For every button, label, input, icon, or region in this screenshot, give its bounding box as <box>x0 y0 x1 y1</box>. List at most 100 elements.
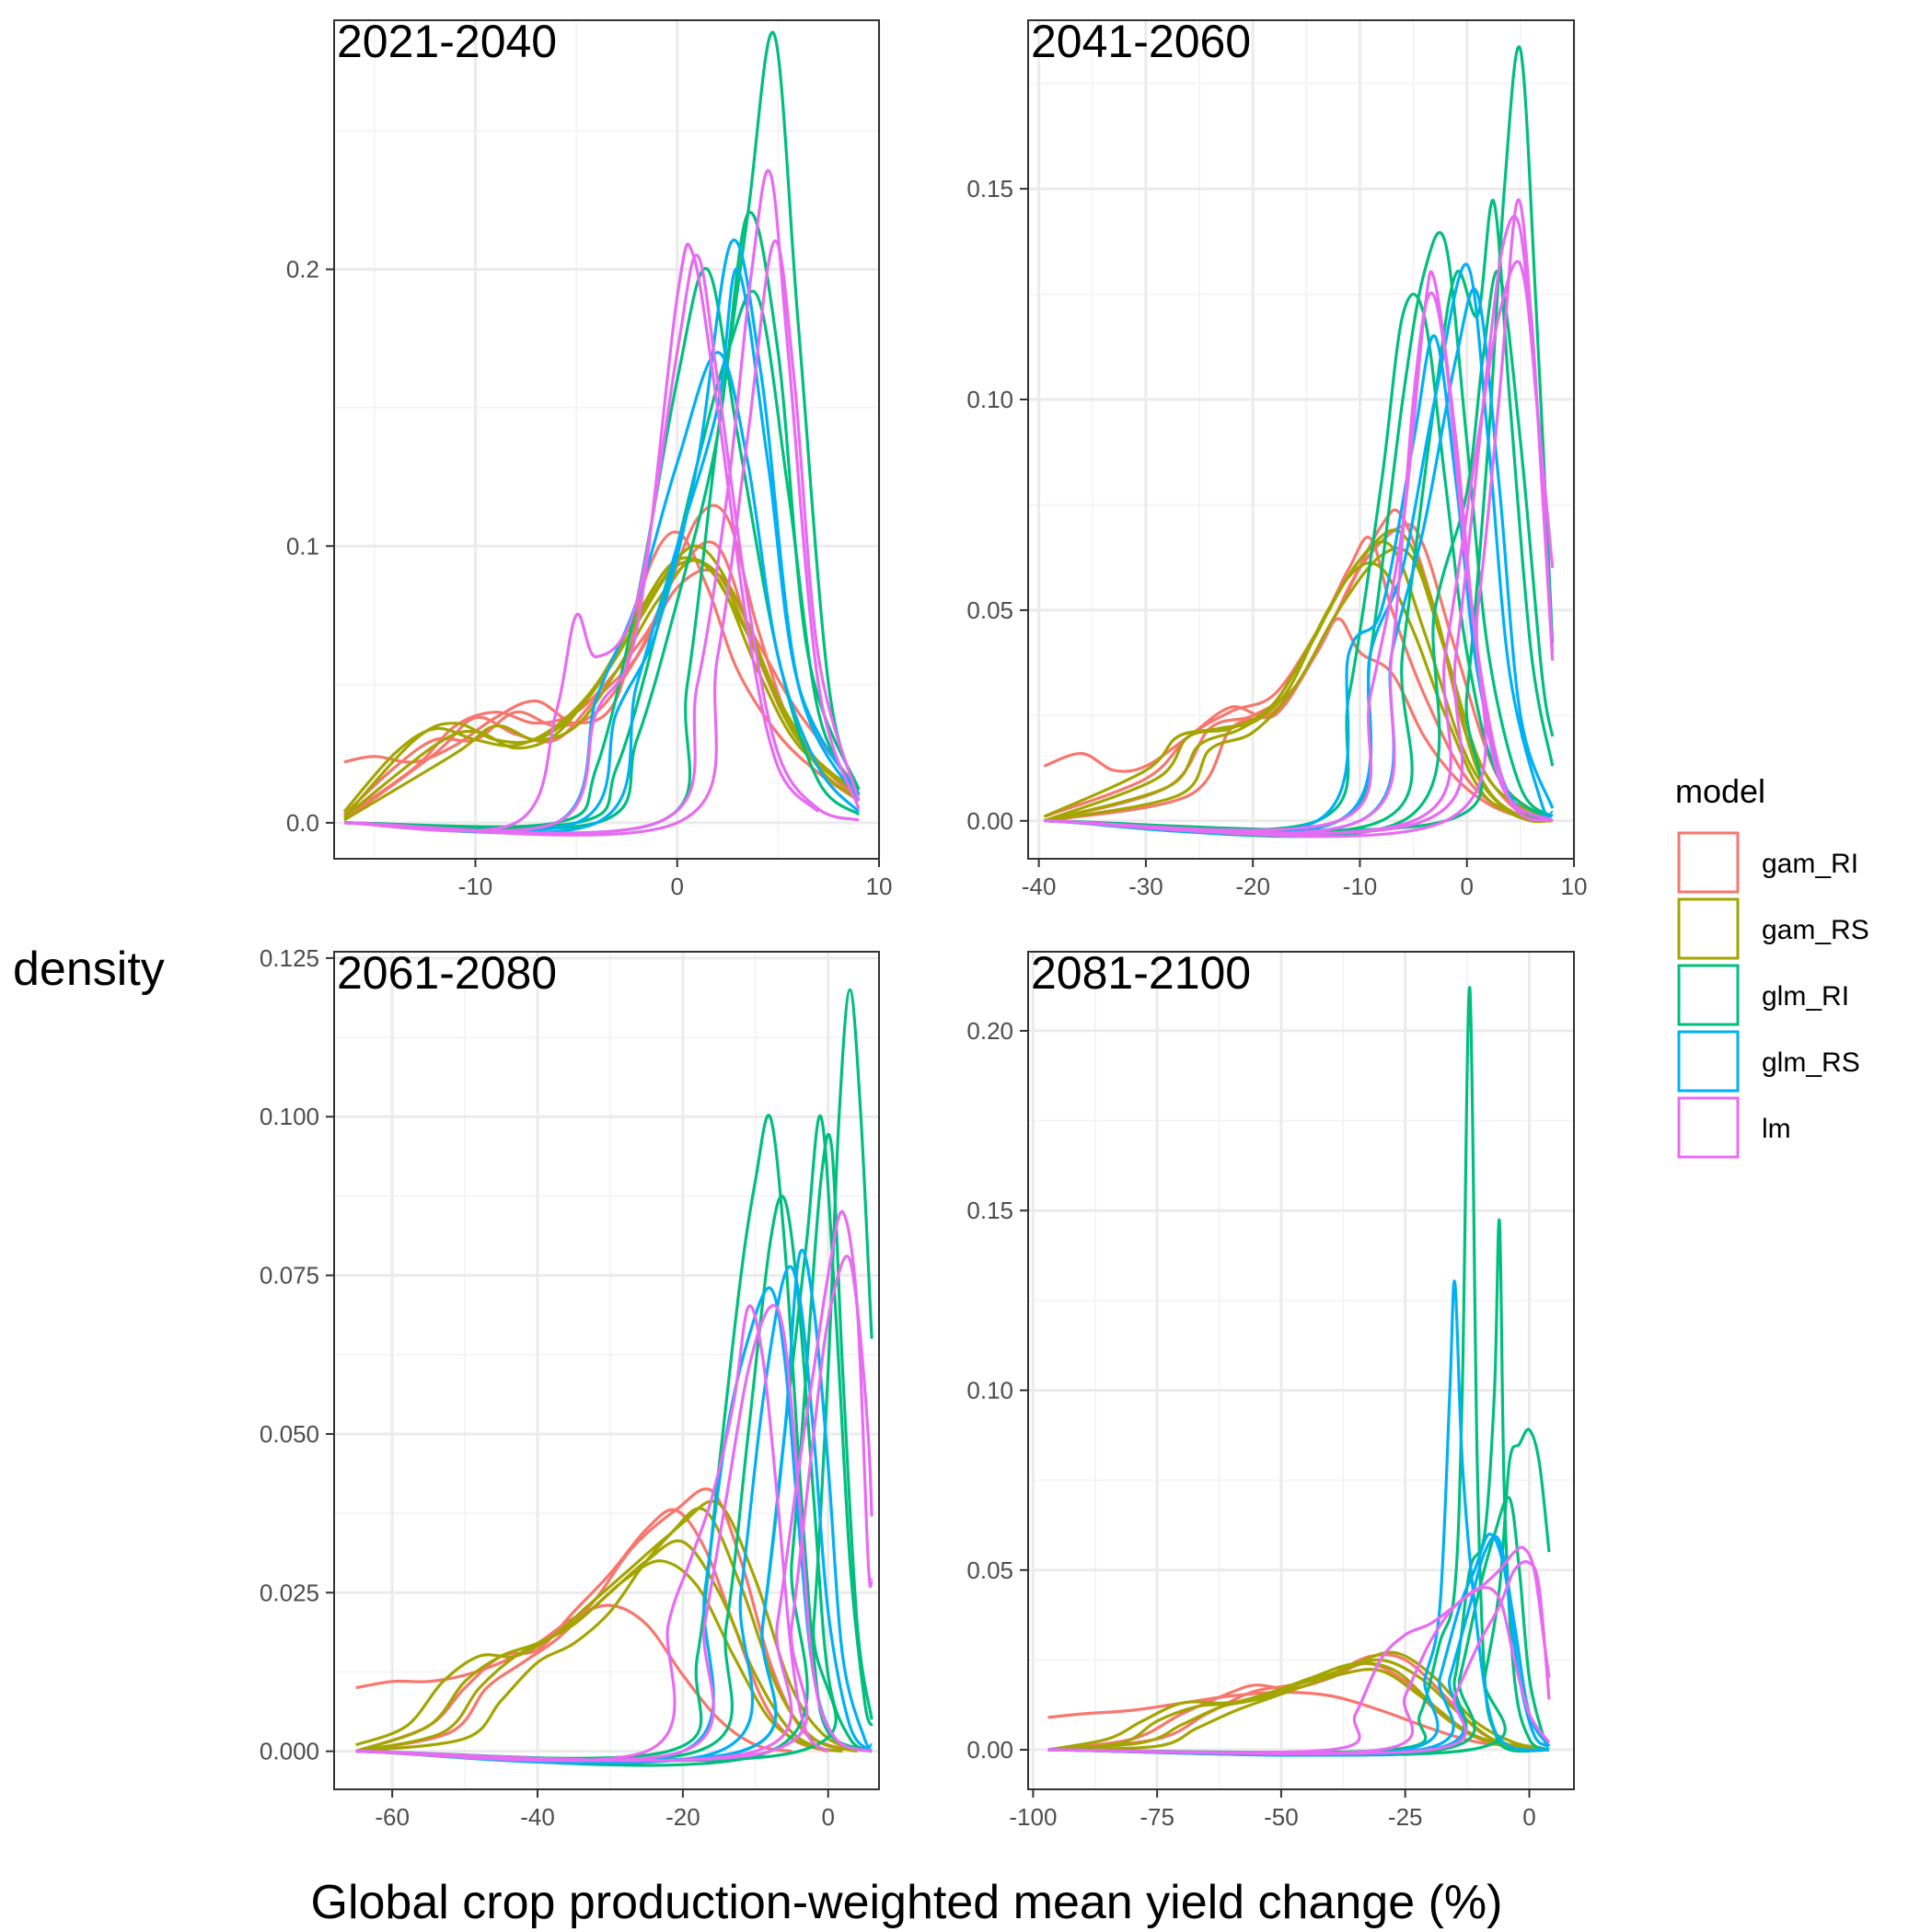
density-line-gam_RS <box>355 1539 829 1753</box>
density-line-gam_RS <box>355 1499 873 1753</box>
density-line-lm <box>343 253 860 833</box>
x-tick-label: 10 <box>1561 873 1588 900</box>
y-tick-label: 0.15 <box>966 175 1013 202</box>
panel-border <box>333 19 880 860</box>
y-tick-label: 0.1 <box>286 532 319 560</box>
x-tick-label: -40 <box>520 1803 555 1831</box>
density-line-gam_RS <box>1047 1661 1550 1752</box>
y-tick-label: 0.0 <box>286 809 319 837</box>
y-tick-label: 0.20 <box>966 1017 1013 1045</box>
density-line-lm <box>343 239 861 837</box>
legend-key-lm <box>1677 1096 1740 1159</box>
x-tick-label: -25 <box>1388 1803 1423 1831</box>
density-line-lm <box>1047 1586 1551 1754</box>
x-tick-label: -10 <box>1343 873 1378 900</box>
density-line-gam_RI <box>355 1508 829 1753</box>
y-tick-label: 0.2 <box>286 256 319 283</box>
y-tick-label: 0.10 <box>966 1376 1013 1404</box>
y-tick-label: 0.050 <box>260 1420 319 1448</box>
legend-entry-glm-rs: glm_RS <box>1677 1030 1860 1093</box>
legend-key-gam-ri <box>1677 831 1740 894</box>
legend-label-glm-rs: glm_RS <box>1762 1047 1860 1078</box>
x-tick-label: -40 <box>1022 873 1057 900</box>
legend-key-glm-ri <box>1677 964 1740 1026</box>
x-tick-label: 0 <box>671 873 684 900</box>
legend-title: model <box>1675 772 1765 810</box>
y-tick-label: 0.075 <box>260 1262 319 1290</box>
x-tick-label: -75 <box>1140 1803 1174 1831</box>
panel-background <box>1028 952 1574 1789</box>
y-tick-label: 0.100 <box>260 1103 319 1130</box>
density-line-gam_RS <box>355 1507 858 1753</box>
legend-key-gam-rs <box>1677 897 1740 960</box>
panel-title: 2061-2080 <box>337 947 557 999</box>
y-tick-label: 0.10 <box>966 386 1013 413</box>
y-tick-label: 0.00 <box>966 1736 1013 1764</box>
density-line-lm <box>355 1255 873 1763</box>
x-tick-label: -20 <box>665 1803 700 1831</box>
legend-label-gam-ri: gam_RI <box>1762 849 1858 879</box>
legend-entry-gam-rs: gam_RS <box>1677 897 1869 960</box>
panel-2061-2080: -60 -40 -20 0 0.000 0.025 0.050 0.075 0.100 0.125… <box>260 944 880 1831</box>
panel-background <box>1028 20 1574 859</box>
density-line-lm <box>355 1209 873 1763</box>
density-line-lm <box>343 168 861 835</box>
x-tick-label: 0 <box>822 1803 835 1831</box>
x-tick-label: -50 <box>1264 1803 1299 1831</box>
x-tick-label: -10 <box>458 873 493 900</box>
density-line-glm_RS <box>355 1265 873 1764</box>
legend-label-lm: lm <box>1762 1114 1791 1144</box>
legend-label-glm-ri: glm_RI <box>1762 981 1849 1012</box>
legend-entry-gam-ri: gam_RI <box>1677 831 1858 894</box>
y-tick-label: 0.125 <box>260 944 319 972</box>
density-curves <box>342 30 861 837</box>
density-line-gam_RI <box>1047 1690 1550 1752</box>
panel-border <box>1027 951 1575 1790</box>
x-tick-label: 10 <box>866 873 893 900</box>
legend-key-glm-rs <box>1677 1030 1740 1093</box>
panel-border <box>1027 19 1575 860</box>
x-tick-label: -60 <box>375 1803 410 1831</box>
density-line-glm_RI <box>1044 269 1555 839</box>
y-tick-label: 0.025 <box>260 1579 319 1606</box>
panel-background <box>334 952 879 1789</box>
legend-entry-lm: lm <box>1677 1096 1791 1159</box>
density-line-gam_RS <box>343 558 861 822</box>
density-line-glm_RI <box>355 1113 873 1760</box>
panel-2081-2100: -100 -75 -50 -25 0 0.00 0.05 0.10 0.15 0.20 2081-2… <box>966 947 1575 1831</box>
density-line-glm_RI <box>355 1194 873 1763</box>
y-tick-label: 0.05 <box>966 1556 1013 1584</box>
x-tick-label: 0 <box>1460 873 1473 900</box>
panel-title: 2021-2040 <box>337 16 557 67</box>
y-tick-label: 0.15 <box>966 1197 1013 1224</box>
y-tick-label: 0.00 <box>966 807 1013 835</box>
legend-entry-glm-ri: glm_RI <box>1677 964 1849 1026</box>
density-line-gam_RI <box>343 503 861 819</box>
panel-title: 2041-2060 <box>1031 16 1251 67</box>
panel-border <box>333 951 880 1790</box>
density-curves <box>1047 986 1551 1757</box>
density-line-gam_RS <box>1044 547 1554 823</box>
x-tick-label: 0 <box>1522 1803 1535 1831</box>
density-line-glm_RI <box>355 988 873 1763</box>
panel-title: 2081-2100 <box>1031 947 1251 999</box>
density-line-glm_RS <box>343 238 861 833</box>
x-axis-title: Global crop production-weighted mean yie… <box>311 1876 1503 1929</box>
density-line-lm <box>1044 260 1555 835</box>
y-tick-label: 0.000 <box>260 1738 319 1765</box>
density-line-lm <box>355 1303 873 1763</box>
legend: model gam_RI gam_RS glm_RI glm_RS lm <box>1675 772 1869 1159</box>
y-axis-title: density <box>13 943 165 996</box>
density-line-glm_RS <box>1047 1279 1550 1757</box>
panel-2041-2060: -40 -30 -20 -10 0 10 0.00 0.05 0.10 0.15 2041-2060 <box>966 16 1587 900</box>
x-tick-label: -30 <box>1128 873 1163 900</box>
x-tick-label: -100 <box>1009 1803 1057 1831</box>
density-line-glm_RI <box>1044 199 1555 835</box>
density-curves <box>1043 45 1555 839</box>
density-line-glm_RS <box>1044 262 1555 835</box>
density-line-glm_RS <box>355 1248 873 1763</box>
y-tick-label: 0.05 <box>966 596 1013 624</box>
density-line-gam_RS <box>1043 528 1553 824</box>
